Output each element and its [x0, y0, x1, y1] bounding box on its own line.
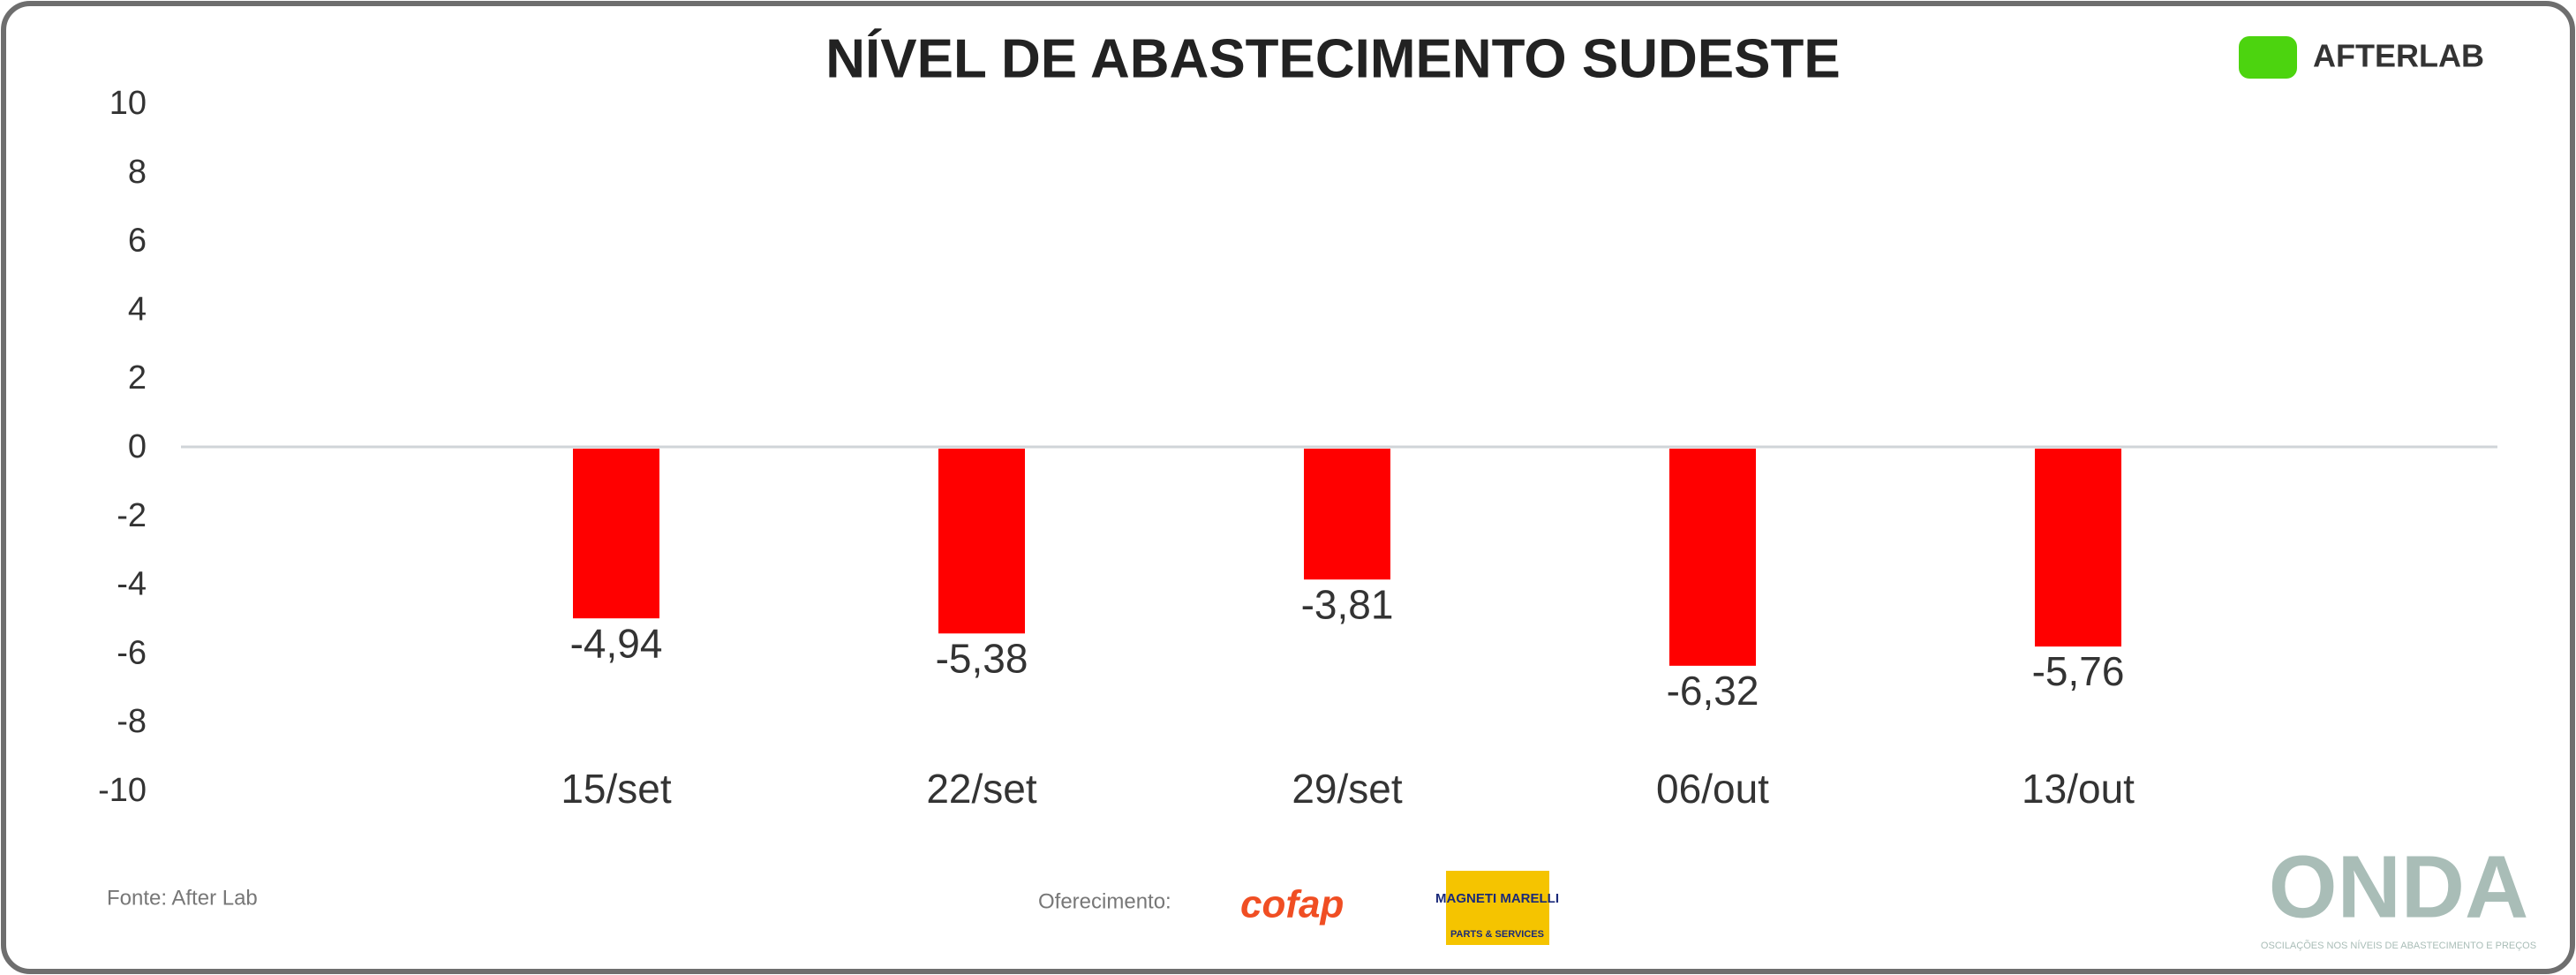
value-label: -6,32 [1667, 668, 1759, 714]
value-label: -5,76 [2032, 648, 2125, 694]
magneti-logo: MAGNETI MARELLI [1435, 891, 1559, 906]
sponsor-label: Oferecimento: [1038, 889, 1171, 913]
magneti-box [1446, 871, 1549, 945]
y-tick-label: 0 [128, 428, 147, 465]
brand-logo: AFTERLAB [2313, 38, 2484, 74]
y-tick-label: 2 [128, 359, 147, 397]
bar [938, 449, 1025, 634]
onda-sub: OSCILAÇÕES NOS NÍVEIS DE ABASTECIMENTO E… [2261, 940, 2536, 951]
bar [1669, 449, 1756, 666]
onda-logo: ONDA [2269, 837, 2528, 936]
y-tick-label: 10 [109, 85, 147, 122]
y-tick-label: 8 [128, 154, 147, 191]
x-tick-label: 15/set [561, 766, 672, 812]
cofap-logo: cofap [1240, 883, 1344, 926]
bar [573, 449, 659, 619]
x-tick-label: 29/set [1292, 766, 1403, 812]
y-tick-label: -6 [117, 634, 147, 671]
bar [2035, 449, 2121, 647]
x-tick-label: 06/out [1656, 766, 1769, 812]
x-tick-label: 13/out [2022, 766, 2135, 812]
chart-title: NÍVEL DE ABASTECIMENTO SUDESTE [825, 28, 1840, 89]
source-note: Fonte: After Lab [107, 886, 258, 910]
y-tick-label: -2 [117, 497, 147, 534]
value-label: -4,94 [570, 620, 663, 666]
value-label: -3,81 [1301, 581, 1394, 627]
y-tick-label: 6 [128, 223, 147, 260]
value-label: -5,38 [936, 635, 1028, 681]
magneti-sub: PARTS & SERVICES [1450, 929, 1544, 940]
y-tick-label: 4 [128, 291, 147, 328]
x-tick-label: 22/set [926, 766, 1037, 812]
y-tick-label: -8 [117, 703, 147, 740]
brand-icon [2239, 36, 2297, 79]
y-tick-label: -4 [117, 566, 147, 603]
y-tick-label: -10 [98, 772, 147, 809]
bar [1304, 449, 1390, 580]
